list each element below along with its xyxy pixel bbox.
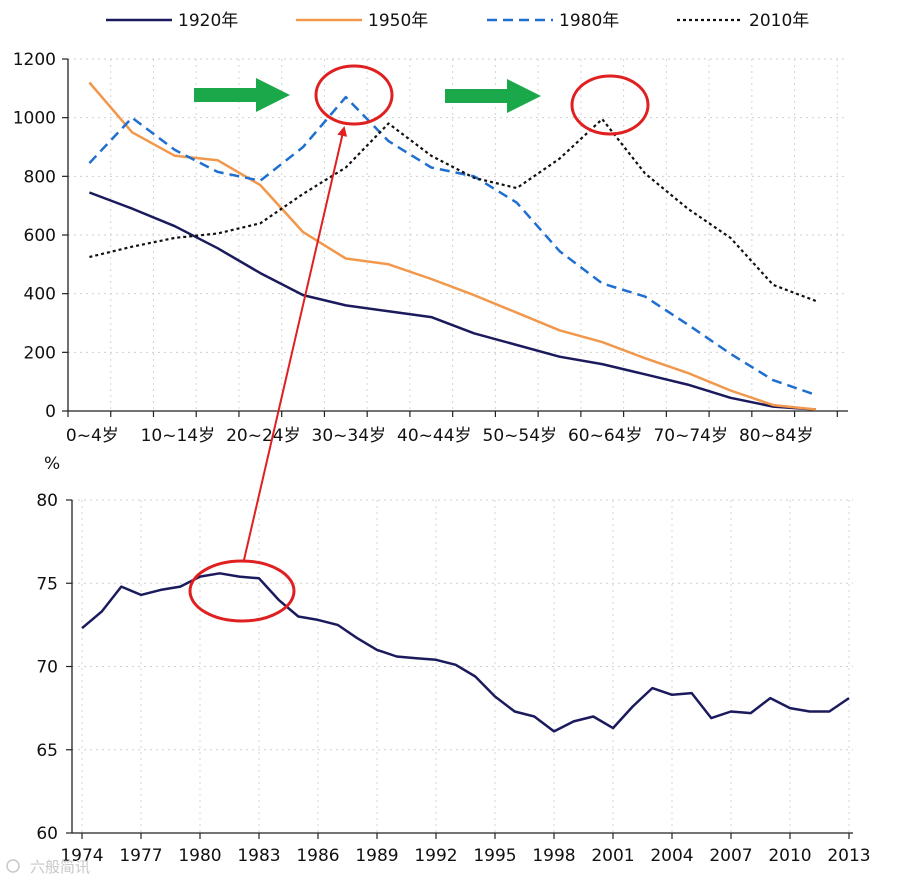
top-y-ticks: 0 200 400 600 800 1000 1200 bbox=[13, 50, 56, 422]
bottom-x-tick-label: 1989 bbox=[355, 846, 398, 866]
top-y-tick-label: 800 bbox=[24, 167, 56, 187]
bottom-x-tick-label: 2004 bbox=[650, 846, 693, 866]
watermark: 六般简讯 bbox=[6, 858, 90, 876]
series-line-1950 bbox=[88, 81, 817, 411]
ratio-series-line bbox=[81, 572, 850, 733]
bottom-x-tick-label: 2007 bbox=[709, 846, 752, 866]
bottom-y-tick-label: 80 bbox=[36, 491, 58, 511]
age-population-chart: 0 200 400 600 800 1000 1200 0~4岁 10~14岁 20~24岁 30… bbox=[13, 50, 848, 446]
bottom-x-tick-label: 1992 bbox=[414, 846, 457, 866]
series-line-1980 bbox=[88, 95, 817, 397]
top-y-tick-label: 1200 bbox=[13, 50, 56, 70]
legend: 1920年 1950年 1980年 2010年 bbox=[106, 11, 809, 31]
peak-circle-1980 bbox=[314, 64, 394, 126]
bottom-x-tick-label: 1995 bbox=[473, 846, 516, 866]
bottom-series bbox=[81, 572, 850, 733]
bottom-y-tick-label: 75 bbox=[36, 574, 58, 594]
top-y-tick-label: 200 bbox=[24, 343, 56, 363]
bottom-x-tick-label: 1998 bbox=[532, 846, 575, 866]
bottom-y-tick-label: 70 bbox=[36, 658, 58, 678]
top-x-tick-label: 60~64岁 bbox=[568, 426, 643, 446]
legend-label-2010: 2010年 bbox=[749, 11, 809, 31]
green-arrow-2 bbox=[445, 79, 541, 113]
legend-item-1920: 1920年 bbox=[106, 11, 238, 31]
top-x-tick-label: 80~84岁 bbox=[739, 426, 814, 446]
top-x-tick-label: 20~24岁 bbox=[226, 426, 301, 446]
bottom-y-tick-label: 60 bbox=[36, 824, 58, 844]
red-connector-arrow bbox=[243, 126, 348, 561]
top-x-tick-label: 40~44岁 bbox=[397, 426, 472, 446]
top-x-tick-label: 30~34岁 bbox=[312, 426, 387, 446]
legend-label-1980: 1980年 bbox=[559, 11, 619, 31]
top-x-tick-label: 70~74岁 bbox=[653, 426, 728, 446]
bottom-x-tick-label: 1983 bbox=[237, 846, 280, 866]
legend-label-1950: 1950年 bbox=[368, 11, 428, 31]
top-y-tick-label: 0 bbox=[45, 402, 56, 422]
top-x-tick-label: 10~14岁 bbox=[141, 426, 216, 446]
ratio-timeseries-chart: % 60 65 70 75 80 1974 1977 1980 1983 1986 1989 199… bbox=[36, 454, 870, 866]
annotations bbox=[188, 64, 650, 623]
top-x-ticks: 0~4岁 10~14岁 20~24岁 30~34岁 40~44岁 50~54岁 60~64岁… bbox=[66, 426, 814, 446]
peak-circle-ratio bbox=[188, 559, 296, 623]
top-grid bbox=[68, 58, 848, 411]
legend-item-2010: 2010年 bbox=[677, 11, 809, 31]
series-line-2010 bbox=[89, 117, 817, 303]
bottom-y-ticks: 60 65 70 75 80 bbox=[36, 491, 58, 844]
top-x-tick-label: 0~4岁 bbox=[66, 426, 119, 446]
top-axes bbox=[62, 58, 848, 417]
bottom-x-tick-label: 2001 bbox=[591, 846, 634, 866]
legend-item-1950: 1950年 bbox=[296, 11, 428, 31]
bottom-grid bbox=[72, 499, 853, 833]
bottom-y-tick-label: 65 bbox=[36, 741, 58, 761]
bottom-x-tick-label: 1980 bbox=[178, 846, 221, 866]
top-y-tick-label: 400 bbox=[24, 285, 56, 305]
watermark-text: 六般简讯 bbox=[30, 858, 90, 876]
series-line-1920 bbox=[88, 191, 816, 411]
legend-item-1980: 1980年 bbox=[487, 11, 619, 31]
top-y-tick-label: 1000 bbox=[13, 109, 56, 129]
bottom-x-tick-label: 1974 bbox=[60, 846, 103, 866]
bottom-x-ticks: 1974 1977 1980 1983 1986 1989 1992 1995 1998 2001… bbox=[60, 846, 870, 866]
top-x-tick-label: 50~54岁 bbox=[483, 426, 558, 446]
peak-circle-2010 bbox=[570, 74, 650, 136]
legend-label-1920: 1920年 bbox=[178, 11, 238, 31]
bottom-axes bbox=[66, 499, 853, 839]
top-y-tick-label: 600 bbox=[24, 226, 56, 246]
top-series bbox=[88, 81, 817, 411]
watermark-icon bbox=[6, 859, 20, 873]
bottom-x-tick-label: 1977 bbox=[119, 846, 162, 866]
bottom-x-tick-label: 1986 bbox=[296, 846, 339, 866]
bottom-x-tick-label: 2010 bbox=[768, 846, 811, 866]
bottom-x-tick-label: 2013 bbox=[827, 846, 870, 866]
green-arrow-1 bbox=[194, 78, 290, 112]
bottom-y-unit: % bbox=[44, 454, 60, 474]
